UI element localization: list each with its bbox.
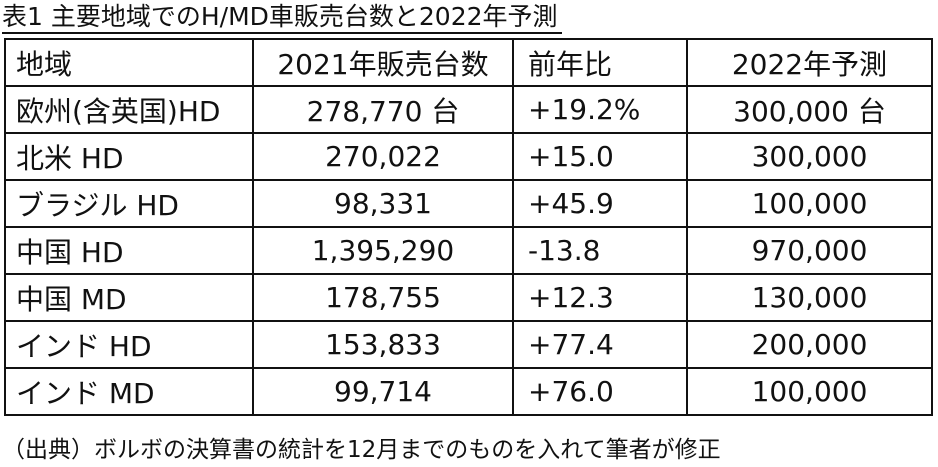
cell: 130,000	[686, 273, 933, 322]
header-cell: 2022年予測	[686, 38, 933, 87]
cell: -13.8	[512, 226, 688, 275]
data-row: インド MD 99,714 +76.0 100,000	[4, 367, 933, 416]
source-note: （出典）ボルボの決算書の統計を12月までのものを入れて筆者が修正	[2, 437, 721, 463]
cell: 970,000	[686, 226, 933, 275]
header-cell: 2021年販売台数	[252, 38, 514, 87]
cell: 99,714	[252, 367, 514, 416]
cell: インド HD	[4, 320, 254, 369]
data-row: ブラジル HD 98,331 +45.9 100,000	[4, 179, 933, 228]
cell: 270,022	[252, 132, 514, 181]
cell: 200,000	[686, 320, 933, 369]
cell: +15.0	[512, 132, 688, 181]
cell: 欧州(含英国)HD	[4, 85, 254, 134]
cell: +76.0	[512, 367, 688, 416]
table-title: 表1 主要地域でのH/MD車販売台数と2022年予測	[2, 2, 562, 34]
header-cell: 地域	[4, 38, 254, 87]
cell: 300,000 台	[686, 85, 933, 134]
cell: 98,331	[252, 179, 514, 228]
cell: 300,000	[686, 132, 933, 181]
data-row: 中国 MD 178,755 +12.3 130,000	[4, 273, 933, 322]
header-row: 地域 2021年販売台数 前年比 2022年予測	[4, 38, 933, 87]
data-row: インド HD 153,833 +77.4 200,000	[4, 320, 933, 369]
cell: 北米 HD	[4, 132, 254, 181]
cell: 中国 HD	[4, 226, 254, 275]
data-row: 中国 HD 1,395,290 -13.8 970,000	[4, 226, 933, 275]
cell: 278,770 台	[252, 85, 514, 134]
data-row: 北米 HD 270,022 +15.0 300,000	[4, 132, 933, 181]
cell: 178,755	[252, 273, 514, 322]
sales-table: 地域 2021年販売台数 前年比 2022年予測 欧州(含英国)HD 278,770 台 +…	[4, 38, 933, 416]
cell: 153,833	[252, 320, 514, 369]
cell: 1,395,290	[252, 226, 514, 275]
cell: 100,000	[686, 367, 933, 416]
data-row: 欧州(含英国)HD 278,770 台 +19.2% 300,000 台	[4, 85, 933, 134]
cell: 中国 MD	[4, 273, 254, 322]
cell: 100,000	[686, 179, 933, 228]
cell: +45.9	[512, 179, 688, 228]
cell: +77.4	[512, 320, 688, 369]
cell: +19.2%	[512, 85, 688, 134]
cell: インド MD	[4, 367, 254, 416]
header-cell: 前年比	[512, 38, 688, 87]
cell: +12.3	[512, 273, 688, 322]
cell: ブラジル HD	[4, 179, 254, 228]
